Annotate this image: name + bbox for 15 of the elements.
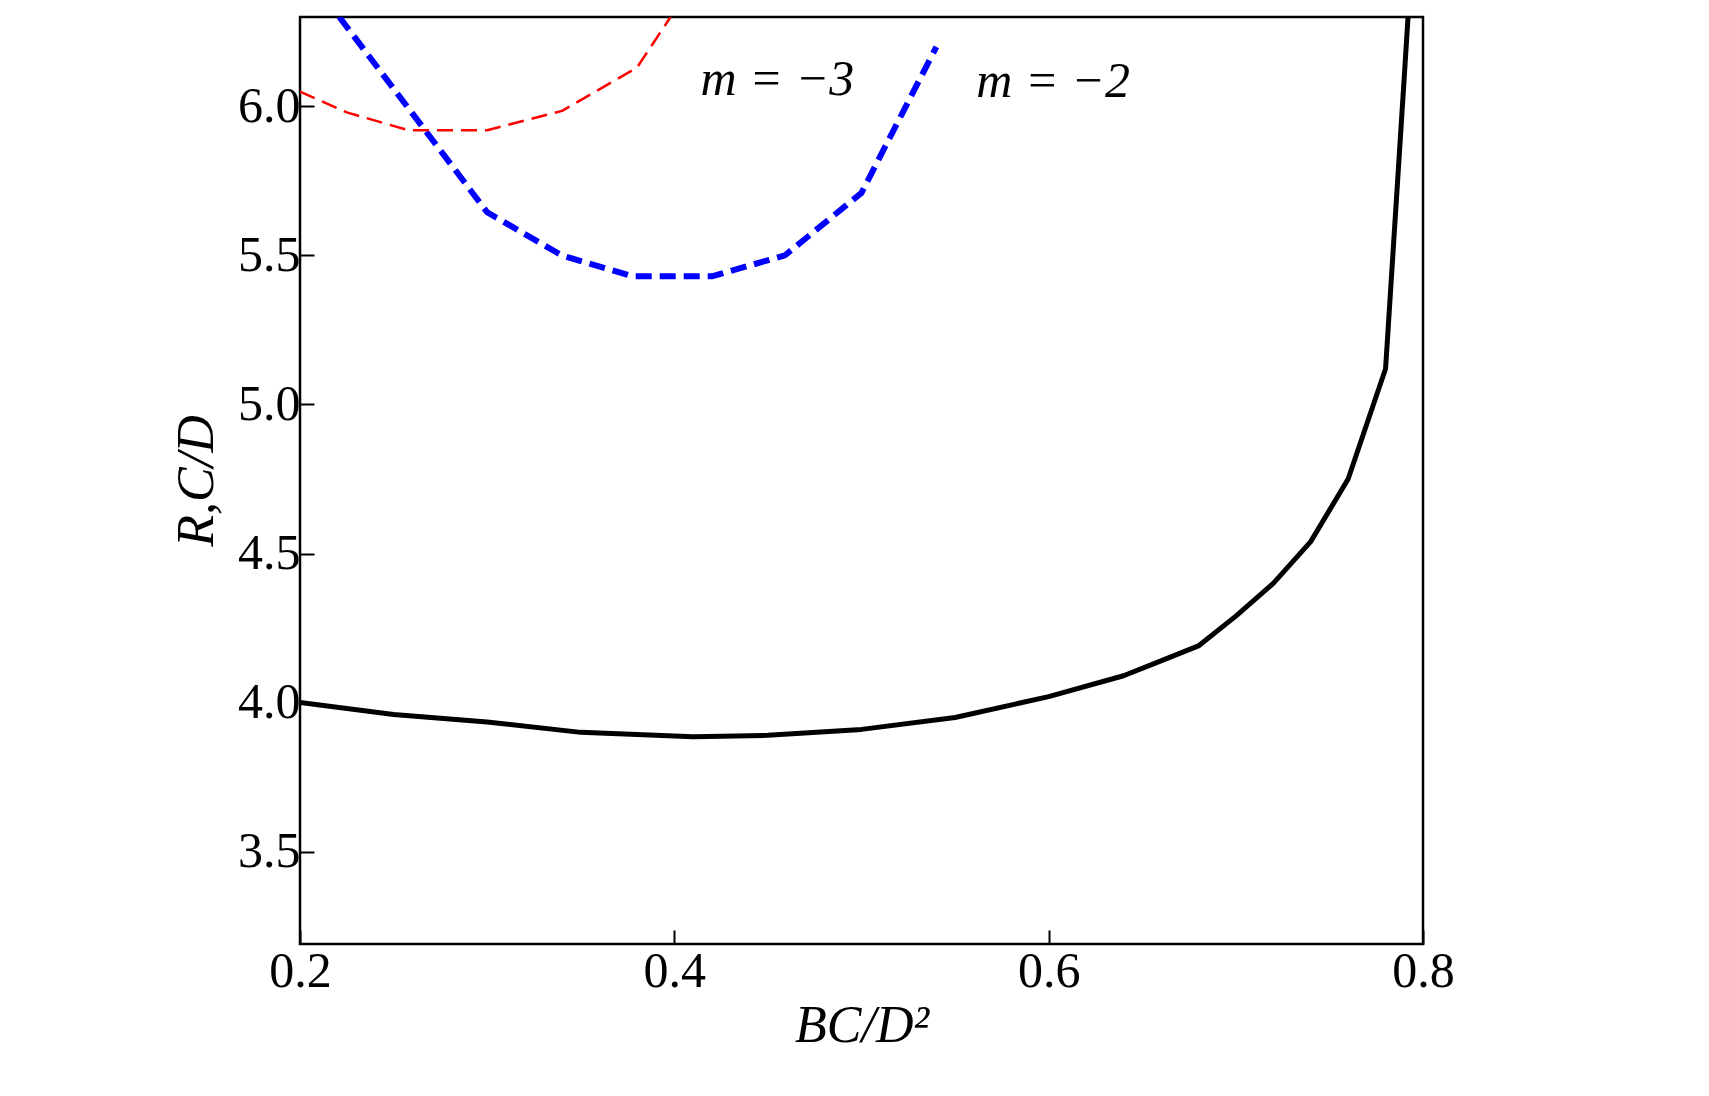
x-tick-label: 0.8	[1392, 941, 1455, 998]
series-label: m = −2	[976, 51, 1130, 108]
x-tick-label: 0.6	[1017, 941, 1081, 998]
y-tick-label: 4.5	[238, 524, 301, 581]
x-axis-title: BC/D²	[794, 995, 931, 1053]
y-tick-label: 5.5	[238, 225, 301, 282]
line-series	[300, 17, 672, 132]
y-axis-title: R,C/D	[167, 415, 224, 548]
y-tick-label: 5.0	[238, 374, 301, 431]
y-tick-label: 3.5	[238, 822, 301, 879]
x-tick-label: 0.2	[269, 941, 332, 998]
x-tick-label: 0.4	[643, 941, 707, 998]
y-tick-label: 6.0	[238, 76, 301, 133]
y-tick-label: 4.0	[238, 673, 301, 730]
series-label: m = −3	[700, 50, 855, 106]
